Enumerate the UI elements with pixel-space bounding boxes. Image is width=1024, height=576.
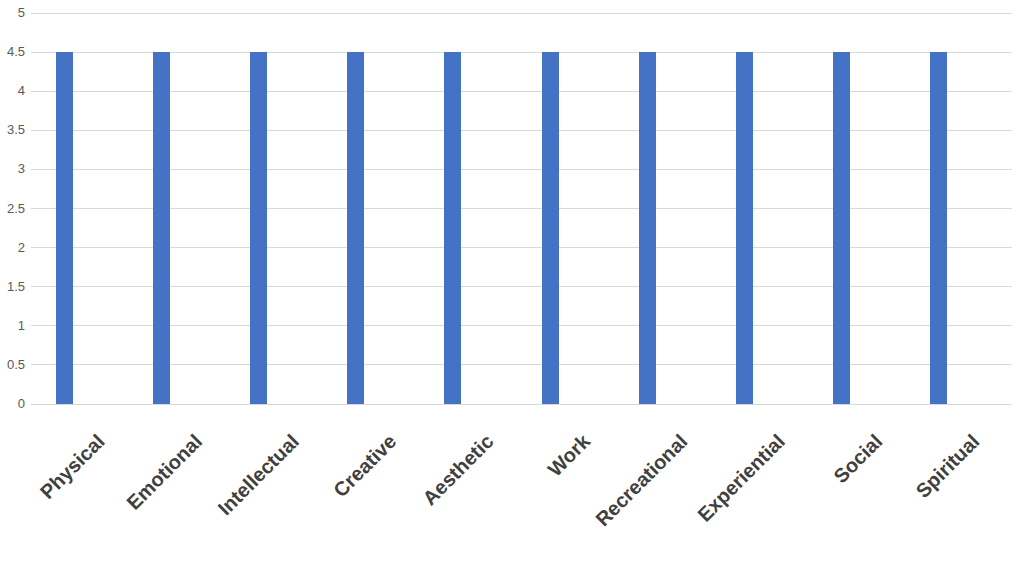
y-tick-label: 1	[18, 318, 25, 334]
y-tick-label: 4	[18, 83, 25, 99]
x-tick-label: Experiential	[693, 430, 789, 526]
bar-work	[542, 52, 559, 404]
gridline	[31, 91, 1012, 92]
x-tick-label: Aesthetic	[418, 430, 498, 510]
bar-emotional	[153, 52, 170, 404]
gridline	[31, 286, 1012, 287]
x-tick-label: Physical	[36, 430, 110, 504]
bar-recreational	[639, 52, 656, 404]
bar-experiential	[736, 52, 753, 404]
bar-intellectual	[250, 52, 267, 404]
bar-social	[833, 52, 850, 404]
bar-physical	[56, 52, 73, 404]
y-tick-label: 0	[18, 396, 25, 412]
x-tick-label: Creative	[329, 430, 401, 502]
y-tick-label: 3.5	[7, 122, 25, 138]
gridline	[31, 208, 1012, 209]
gridline	[31, 247, 1012, 248]
y-tick-label: 0.5	[7, 357, 25, 373]
bar-creative	[347, 52, 364, 404]
x-tick-label: Intellectual	[214, 430, 304, 520]
x-tick-label: Emotional	[122, 430, 207, 515]
bar-spiritual	[930, 52, 947, 404]
y-tick-label: 4.5	[7, 44, 25, 60]
gridline	[31, 364, 1012, 365]
gridline	[31, 52, 1012, 53]
gridline	[31, 169, 1012, 170]
x-tick-label: Social	[829, 430, 887, 488]
y-tick-label: 2.5	[7, 201, 25, 217]
gridline	[31, 130, 1012, 131]
y-tick-label: 3	[18, 161, 25, 177]
y-tick-label: 1.5	[7, 279, 25, 295]
x-tick-label: Recreational	[591, 430, 692, 531]
x-tick-label: Spiritual	[911, 430, 984, 503]
gridline	[31, 325, 1012, 326]
x-tick-label: Work	[544, 430, 595, 481]
gridline	[31, 13, 1012, 14]
bar-chart: 0 0.5 1 1.5 2 2.5 3 3.5 4 4.5 5 PhysicalEmotionalI…	[0, 0, 1024, 576]
y-tick-label: 2	[18, 240, 25, 256]
y-tick-label: 5	[18, 5, 25, 21]
bar-aesthetic	[444, 52, 461, 404]
gridline	[31, 404, 1012, 405]
